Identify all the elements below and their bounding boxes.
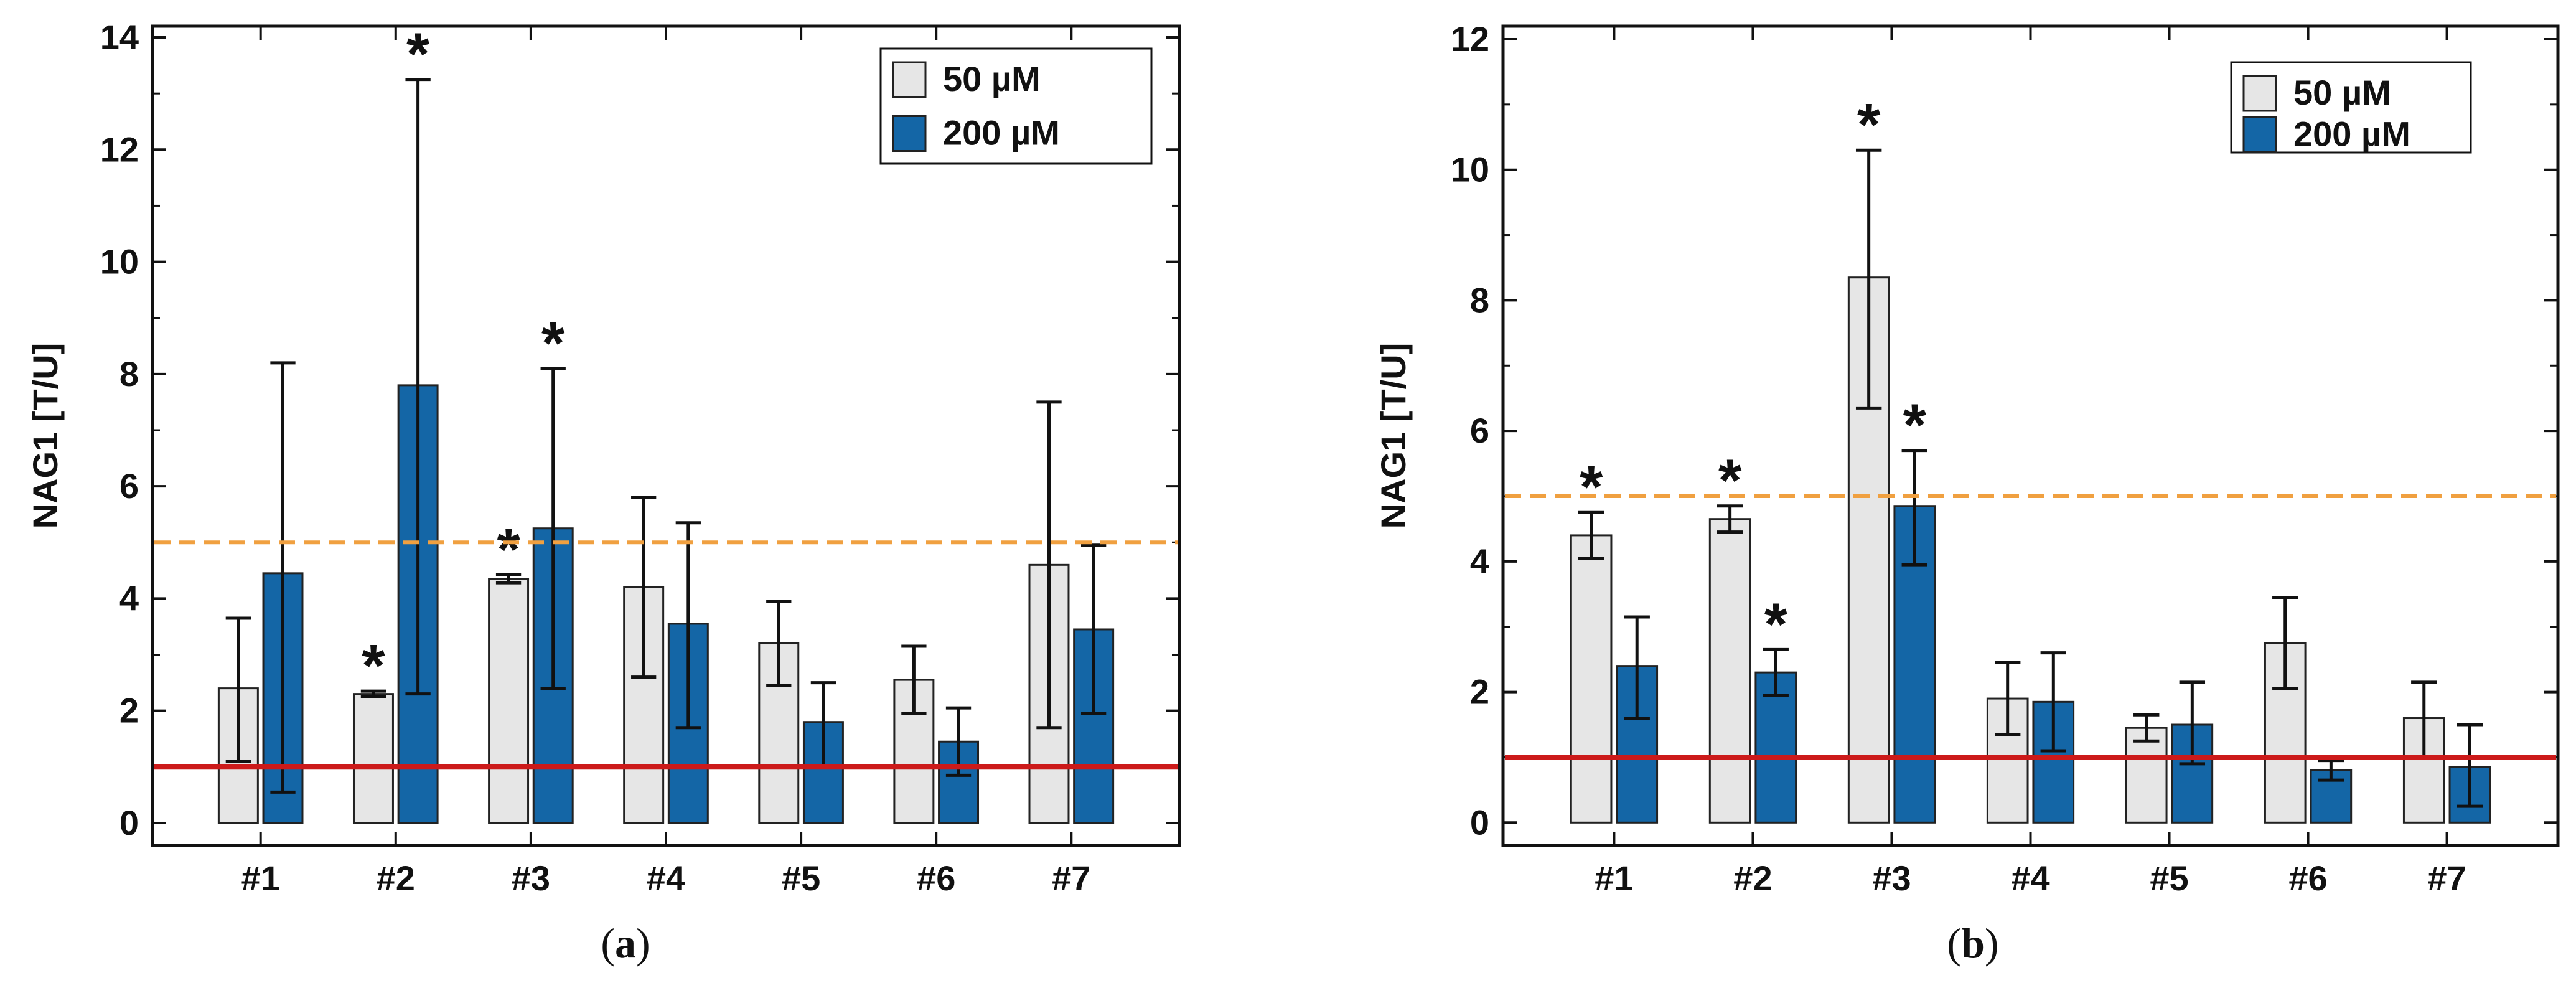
significance-star: * bbox=[1903, 392, 1927, 459]
bar-50uM bbox=[1570, 534, 1613, 824]
y-tick-label: 8 bbox=[1470, 280, 1489, 319]
y-axis-title: NAG1 [T/U] bbox=[1374, 343, 1413, 529]
legend-swatch bbox=[892, 61, 927, 98]
bar-50uM bbox=[352, 693, 394, 824]
panel-label-letter: a bbox=[615, 920, 636, 967]
x-tick-label: #4 bbox=[647, 858, 685, 898]
legend-label: 50 µM bbox=[2293, 73, 2391, 112]
y-tick-label: 0 bbox=[1470, 802, 1489, 842]
significance-star: * bbox=[1718, 448, 1742, 514]
x-tick-label: #7 bbox=[1052, 858, 1090, 898]
bar-50uM bbox=[488, 578, 530, 824]
legend-label: 200 µM bbox=[943, 113, 1060, 153]
significance-star: * bbox=[406, 21, 430, 88]
panel-label-close: ) bbox=[1985, 920, 1999, 967]
x-tick-label: #6 bbox=[2288, 858, 2327, 898]
x-tick-label: #2 bbox=[377, 858, 415, 898]
significance-star: * bbox=[1857, 92, 1881, 158]
y-tick-label: 2 bbox=[119, 691, 139, 730]
panel-label-open: ( bbox=[601, 920, 615, 967]
legend: 50 µM 200 µM bbox=[879, 47, 1153, 165]
bar-50uM bbox=[2125, 727, 2168, 824]
x-tick-label: #6 bbox=[917, 858, 955, 898]
x-tick-label: #4 bbox=[2011, 858, 2049, 898]
legend-label: 50 µM bbox=[943, 59, 1041, 98]
significance-star: * bbox=[362, 633, 385, 699]
y-tick-label: 14 bbox=[100, 17, 139, 57]
panel-label: (a) bbox=[601, 920, 650, 967]
y-tick-label: 2 bbox=[1470, 672, 1489, 712]
x-tick-label: #3 bbox=[1872, 858, 1911, 898]
significance-star: * bbox=[497, 517, 520, 583]
significance-star: * bbox=[1764, 591, 1788, 657]
legend-swatch bbox=[2242, 116, 2277, 153]
x-tick-label: #5 bbox=[782, 858, 820, 898]
x-tick-label: #7 bbox=[2427, 858, 2466, 898]
y-axis-title: NAG1 [T/U] bbox=[26, 343, 65, 529]
legend-swatch bbox=[892, 115, 927, 152]
x-tick-label: #3 bbox=[512, 858, 550, 898]
y-tick-label: 10 bbox=[100, 242, 139, 281]
y-tick-label: 6 bbox=[1470, 411, 1489, 450]
y-tick-label: 10 bbox=[1451, 150, 1489, 189]
bar-50uM bbox=[1708, 518, 1751, 824]
x-tick-label: #1 bbox=[241, 858, 280, 898]
panel-label-letter: b bbox=[1961, 920, 1985, 967]
legend-swatch bbox=[2242, 75, 2277, 112]
significance-star: * bbox=[1580, 454, 1603, 520]
y-tick-label: 0 bbox=[119, 803, 139, 842]
panel-label: (b) bbox=[1947, 920, 1998, 967]
legend-label: 200 µM bbox=[2293, 115, 2410, 154]
chart-panel-a: 0 2 4 6 8 10 12 14 NAG1 [T/U] #1 #2 #3 #4 #5 #6 #7 * * * * 5… bbox=[26, 17, 1181, 967]
panel-label-open: ( bbox=[1947, 920, 1961, 967]
y-tick-label: 6 bbox=[119, 466, 139, 506]
panel-label-close: ) bbox=[636, 920, 650, 967]
y-tick-label: 12 bbox=[100, 129, 139, 169]
y-tick-label: 4 bbox=[119, 578, 139, 618]
x-tick-label: #2 bbox=[1733, 858, 1772, 898]
y-tick-label: 4 bbox=[1470, 542, 1489, 581]
x-tick-label: #1 bbox=[1595, 858, 1633, 898]
significance-star: * bbox=[541, 310, 565, 377]
chart-panel-b: 0 2 4 6 8 10 12 NAG1 [T/U] #1 #2 #3 #4 #5 #6 #7 * * * * * 50… bbox=[1374, 19, 2560, 967]
bar-200uM bbox=[1754, 671, 1797, 824]
y-tick-label: 8 bbox=[119, 354, 139, 393]
x-tick-label: #5 bbox=[2150, 858, 2188, 898]
y-tick-label: 12 bbox=[1451, 19, 1489, 59]
